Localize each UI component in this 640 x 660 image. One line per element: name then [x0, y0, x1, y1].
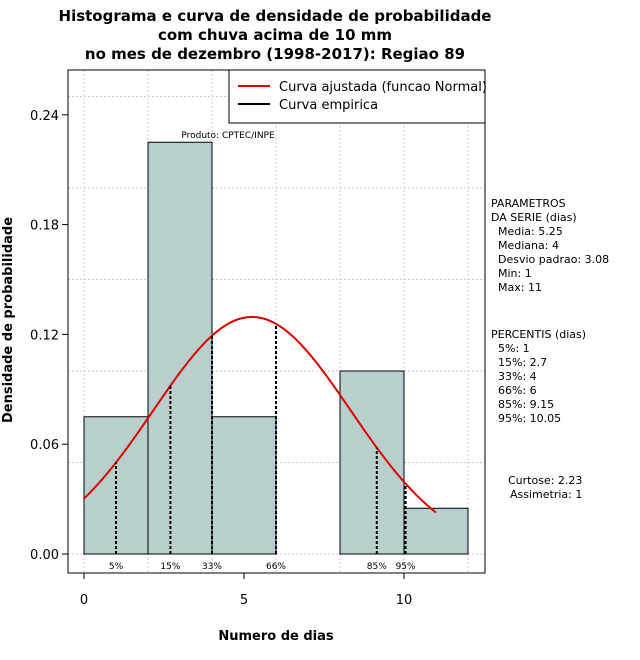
percentis-line-5: 85%: 9.15 — [498, 398, 554, 411]
y-tick-label-4: 0.24 — [30, 109, 59, 124]
stats-line-1: Assimetria: 1 — [510, 488, 582, 501]
product-annotation: Produto: CPTEC/INPE — [181, 131, 275, 141]
histogram-bars — [83, 141, 469, 555]
params-line-4: Desvio padrao: 3.08 — [498, 253, 609, 266]
percentis-line-6: 95%: 10.05 — [498, 412, 561, 425]
legend: Curva ajustada (funcao Normal) Curva emp… — [228, 69, 487, 124]
chart-title-line-2: com chuva acima de 10 mm — [158, 26, 392, 44]
axes: 0.00 0.06 0.12 0.18 0.24 0 5 10 — [30, 69, 486, 608]
x-tick-label-1: 5 — [240, 593, 248, 608]
stats-line-0: Curtose: 2.23 — [508, 474, 582, 487]
x-axis-label: Numero de dias — [218, 629, 334, 644]
percentile-label-3: 66% — [266, 562, 286, 572]
percentile-label-5: 95% — [396, 562, 416, 572]
percentile-label-1: 15% — [160, 562, 180, 572]
chart-title-line-3: no mes de dezembro (1998-2017): Regiao 8… — [85, 45, 465, 63]
percentile-lines: 5% 15% 33% 66% 85% 95% — [109, 323, 416, 572]
params-line-5: Min: 1 — [498, 267, 532, 280]
x-tick-label-2: 10 — [396, 593, 413, 608]
chart-title-line-1: Histograma e curva de densidade de proba… — [59, 7, 492, 25]
histogram-bar-4 — [339, 370, 405, 555]
x-tick-label-0: 0 — [80, 593, 88, 608]
percentis-line-3: 33%: 4 — [498, 370, 537, 383]
percentile-label-2: 33% — [202, 562, 222, 572]
percentile-label-4: 85% — [367, 562, 387, 572]
params-line-1: DA SERIE (dias) — [491, 211, 577, 224]
percentile-label-0: 5% — [109, 562, 124, 572]
y-axis-label: Densidade de probabilidade — [1, 217, 16, 423]
percentis-line-0: PERCENTIS (dias) — [491, 328, 586, 341]
percentis-line-1: 5%: 1 — [498, 342, 530, 355]
histogram-bar-5 — [403, 507, 469, 555]
y-tick-label-0: 0.00 — [30, 548, 59, 563]
legend-label-empirical: Curva empirica — [279, 98, 378, 113]
params-line-0: PARAMETROS — [491, 197, 566, 210]
y-tick-label-1: 0.06 — [30, 438, 59, 453]
percentis-line-2: 15%: 2.7 — [498, 356, 547, 369]
params-line-2: Media: 5.25 — [498, 225, 563, 238]
legend-box — [228, 69, 486, 124]
y-tick-label-3: 0.18 — [30, 219, 59, 234]
histogram-bar-2 — [211, 416, 277, 555]
percentis-line-4: 66%: 6 — [498, 384, 537, 397]
legend-label-fitted: Curva ajustada (funcao Normal) — [279, 80, 487, 95]
params-line-3: Mediana: 4 — [498, 239, 559, 252]
params-line-6: Max: 11 — [498, 281, 542, 294]
y-tick-label-2: 0.12 — [30, 328, 59, 343]
histogram-bar-1 — [147, 141, 213, 555]
